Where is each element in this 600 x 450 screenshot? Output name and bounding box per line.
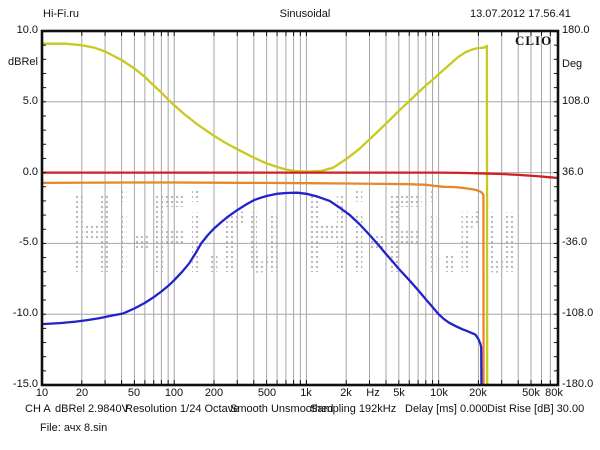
x-tick-1k: 1k [300, 387, 312, 399]
site-label: Hi-Fi.ru [43, 8, 80, 20]
x-tick-50: 50 [127, 387, 141, 399]
x-axis-unit: Hz [366, 387, 380, 399]
y-left-tick-2: 0.0 [22, 166, 38, 178]
file-label: File: ачх 8.sin [40, 422, 108, 434]
x-tick-10k: 10k [430, 387, 448, 399]
curve-yellow [42, 42, 489, 385]
resolution-label: Resolution 1/24 Octave [125, 403, 240, 415]
curve-red [42, 171, 558, 180]
sampling-label: Sampling 192kHz [310, 403, 397, 415]
clio-logo: CLIO [515, 33, 553, 48]
smoothing-label: Smooth Unsmoothed [230, 403, 334, 415]
measurement-title: Sinusoidal [279, 8, 331, 20]
curve-blue [42, 191, 483, 385]
y-right-tick-0: 180.0 [562, 24, 590, 36]
axis-ticks [41, 31, 559, 385]
delay-readout: Delay [ms] 0.000 [405, 403, 488, 415]
y-right-tick-2: 36.0 [562, 166, 584, 178]
y-right-tick-3: -36.0 [562, 236, 588, 248]
datetime-label: 13.07.2012 17.56.41 [470, 8, 571, 20]
right-axis-unit: Deg [562, 58, 583, 70]
dist-rise-readout: Dist Rise [dB] 30.00 [487, 403, 585, 415]
x-tick-5k: 5k [393, 387, 405, 399]
x-tick-20k: 20k [469, 387, 487, 399]
x-tick-10: 10 [35, 387, 49, 399]
y-left-tick-5: -15.0 [12, 378, 38, 390]
curve-orange [42, 181, 485, 385]
x-tick-80k: 80k [545, 387, 563, 399]
left-axis-unit: dBRel [8, 56, 38, 68]
y-right-tick-5: -180.0 [562, 378, 594, 390]
y-left-tick-1: 5.0 [22, 95, 38, 107]
y-right-tick-4: -108.0 [562, 307, 594, 319]
x-tick-500: 500 [257, 387, 277, 399]
x-tick-200: 200 [204, 387, 224, 399]
x-tick-2k: 2k [340, 387, 352, 399]
channel-label: CH A [25, 403, 51, 415]
y-left-tick-4: -10.0 [12, 307, 38, 319]
level-readout: dBRel 2.9840V [55, 403, 129, 415]
x-tick-20: 20 [75, 387, 89, 399]
y-right-tick-1: 108.0 [562, 95, 590, 107]
y-left-tick-3: -5.0 [19, 236, 38, 248]
x-tick-50k: 50k [522, 387, 540, 399]
watermark-text: Hi-Fi.ru [70, 171, 282, 296]
x-tick-100: 100 [164, 387, 184, 399]
y-left-tick-0: 10.0 [16, 24, 38, 36]
